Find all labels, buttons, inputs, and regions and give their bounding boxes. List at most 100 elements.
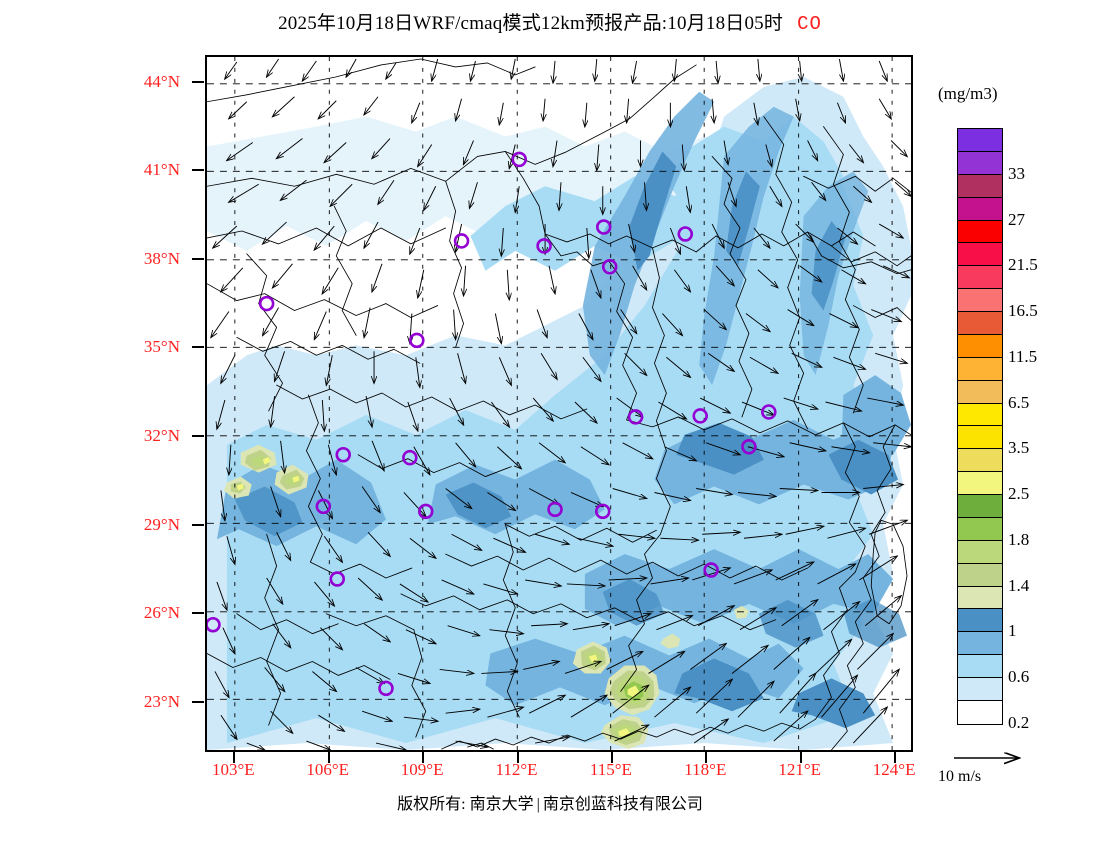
colorbar-band (958, 426, 1002, 450)
latitude-label: 35°N (143, 337, 180, 357)
longitude-label: 112°E (495, 760, 538, 779)
copyright-footer: 版权所有: 南京大学 | 南京创蓝科技有限公司 (0, 790, 1100, 814)
latitude-tick (192, 80, 204, 83)
wind-scale-label: 10 m/s (938, 768, 982, 785)
colorbar-band (958, 632, 1002, 656)
station-marker (511, 151, 527, 168)
colorbar-tick-label: 0.2 (1008, 713, 1030, 732)
latitude-tick (192, 434, 204, 437)
colorbar-tick-label: 2.5 (1008, 484, 1030, 504)
longitude-tick (327, 752, 330, 763)
colorbar-band (958, 449, 1002, 473)
latitude-tick (192, 612, 204, 615)
station-marker (703, 562, 719, 578)
wind-vectors (211, 58, 911, 750)
station-marker (677, 226, 694, 242)
footer-separator: | (536, 796, 540, 813)
station-marker (258, 295, 275, 312)
colorbar-band (958, 472, 1002, 495)
station-marker (329, 571, 346, 587)
latitude-tick (192, 523, 204, 526)
station-marker (594, 503, 611, 520)
latitude-tick (192, 346, 204, 349)
map-canvas (207, 57, 911, 750)
longitude-tick (610, 752, 613, 763)
colorbar-tick-label: 33 (1008, 163, 1025, 183)
longitude-tick (894, 752, 897, 763)
colorbar-tick-label: 16.5 (1008, 301, 1038, 321)
latitude-label: 32°N (143, 425, 180, 445)
longitude-label: 121°E (778, 760, 822, 779)
wind-scale-key (952, 748, 1072, 798)
colorbar-band (958, 586, 1002, 610)
colorbar-band (958, 403, 1002, 427)
longitude-label: 109°E (400, 760, 444, 779)
station-marker (335, 446, 351, 463)
colorbar-tick-label: 11.5 (1008, 346, 1038, 366)
colorbar-tick-label: 21.5 (1008, 255, 1038, 275)
longitude-tick (516, 752, 519, 763)
colorbar-unit-label: (mg/m3) (938, 84, 998, 103)
station-marker (315, 498, 332, 515)
station-marker (409, 332, 425, 349)
colorbar-tick-label: 6.5 (1008, 392, 1030, 412)
latitude-label: 23°N (143, 691, 180, 711)
colorbar-tick-label: 27 (1008, 209, 1025, 229)
latitude-tick (192, 169, 204, 172)
latitude-label: 38°N (143, 248, 180, 268)
station-markers[interactable] (207, 151, 777, 697)
colorbar-tick-label: 1.8 (1008, 529, 1030, 549)
concentration-field (207, 76, 911, 750)
latitude-label: 26°N (143, 603, 180, 623)
copyright-company: 南京创蓝科技有限公司 (542, 796, 703, 813)
longitude-tick (799, 752, 802, 763)
station-marker (741, 438, 757, 455)
station-marker (418, 503, 434, 520)
colorbar-band (958, 563, 1002, 587)
colorbar-band (958, 357, 1002, 381)
wind-arrow-icon (954, 748, 1072, 778)
latitude-tick (192, 257, 204, 260)
colorbar-band (958, 151, 1002, 175)
colorbar-band (958, 540, 1002, 564)
longitude-tick (705, 752, 708, 763)
station-marker (761, 404, 777, 420)
longitude-label: 106°E (306, 760, 350, 779)
station-marker (547, 501, 563, 518)
longitude-label: 115°E (589, 760, 632, 779)
pollutant-label: CO (797, 13, 822, 35)
latitude-tick (192, 700, 204, 703)
station-marker (207, 616, 221, 633)
station-marker (536, 238, 552, 254)
longitude-label: 118°E (684, 760, 727, 779)
station-marker (453, 233, 470, 249)
longitude-label: 124°E (872, 760, 916, 779)
colorbar-band (958, 609, 1002, 633)
station-marker (595, 219, 612, 235)
colorbar-tick-label: 3.5 (1008, 438, 1030, 458)
colorbar-band (958, 678, 1002, 701)
colorbar-band (958, 517, 1002, 541)
station-marker (601, 259, 618, 275)
latitude-label: 41°N (143, 160, 180, 180)
colorbar-band (958, 334, 1002, 358)
colorbar-tick-label: 1.4 (1008, 575, 1030, 595)
colorbar-band (958, 495, 1002, 518)
colorbar-band (958, 243, 1002, 267)
colorbar-band (958, 700, 1002, 724)
colorbar-band (958, 289, 1002, 312)
chart-title: 2025年10月18日WRF/cmaq模式12km预报产品:10月18日05时 C… (0, 8, 1100, 35)
longitude-label: 103°E (211, 760, 255, 779)
station-marker (627, 409, 644, 425)
station-marker (402, 449, 418, 466)
colorbar-band (958, 129, 1002, 152)
colorbar-band (958, 197, 1002, 221)
forecast-map[interactable] (205, 55, 913, 752)
colorbar-band (958, 266, 1002, 290)
longitude-tick (233, 752, 236, 763)
colorbar-band (958, 655, 1002, 678)
colorbar[interactable] (957, 128, 1003, 725)
colorbar-band (958, 312, 1002, 335)
station-marker (692, 408, 708, 424)
latitude-label: 44°N (143, 71, 180, 91)
